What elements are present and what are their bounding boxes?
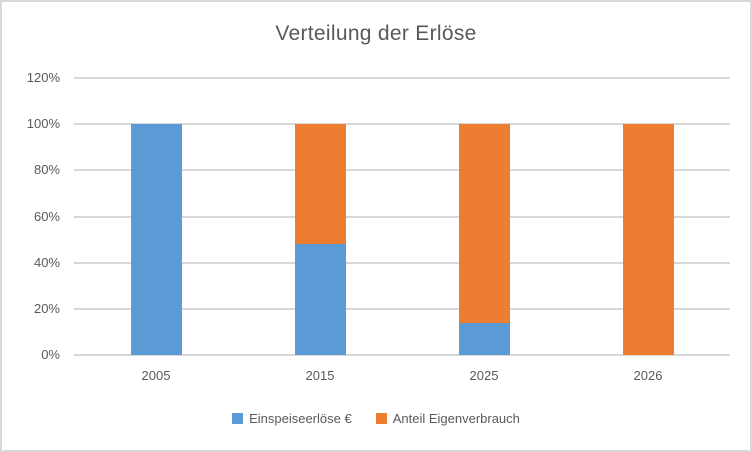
bar-segment xyxy=(130,124,182,355)
y-tick-label: 100% xyxy=(26,116,60,132)
legend-item: Anteil Eigenverbrauch xyxy=(375,411,520,426)
y-tick-label: 120% xyxy=(26,70,60,85)
legend: Einspeiseerlöse € Anteil Eigenverbrauch xyxy=(2,411,750,426)
bar-segment xyxy=(294,124,346,245)
chart-title: Verteilung der Erlöse xyxy=(275,22,477,45)
y-tick-label: 20% xyxy=(33,300,60,316)
legend-item: Einspeiseerlöse € xyxy=(232,411,352,426)
x-axis: 2005 2015 2025 2026 xyxy=(74,368,730,386)
gridline xyxy=(74,215,730,218)
x-tick-label: 2026 xyxy=(633,368,663,383)
y-axis: 0% 20% 40% 60% 80% 100% 120% xyxy=(2,70,60,362)
x-tick-label: 2005 xyxy=(141,368,171,383)
legend-swatch xyxy=(232,413,244,424)
y-tick-label: 80% xyxy=(33,162,60,178)
y-tick-label: 60% xyxy=(33,208,60,224)
bar-segment xyxy=(622,124,674,355)
gridline xyxy=(74,77,730,79)
gridline xyxy=(74,354,730,356)
gridline xyxy=(74,169,730,172)
y-tick-label: 40% xyxy=(33,254,60,270)
gridline xyxy=(74,307,730,310)
x-tick-label: 2015 xyxy=(305,368,335,383)
bar-segment xyxy=(458,124,510,323)
plot-area xyxy=(74,77,730,356)
bar-segment xyxy=(458,322,510,355)
gridline xyxy=(74,123,730,126)
legend-swatch xyxy=(375,413,387,424)
bar-segment xyxy=(294,244,346,355)
x-tick-label: 2025 xyxy=(469,368,499,383)
legend-label: Einspeiseerlöse € xyxy=(249,411,352,426)
y-tick-label: 0% xyxy=(41,347,60,362)
gridline xyxy=(74,261,730,264)
legend-label: Anteil Eigenverbrauch xyxy=(392,411,520,426)
